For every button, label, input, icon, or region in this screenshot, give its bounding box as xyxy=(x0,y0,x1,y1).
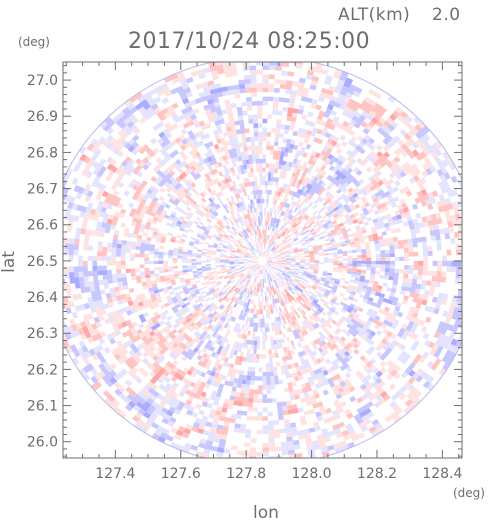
negative-echo-cells xyxy=(63,62,462,455)
x-tick-label: 128.4 xyxy=(422,466,462,482)
x-tick-label: 127.6 xyxy=(161,466,201,482)
y-tick-label: 26.0 xyxy=(27,435,58,451)
x-axis-label: lon xyxy=(253,503,279,521)
tick-labels: 127.4 127.6 127.8 128.0 128.2 128.4 26.0 26.1 26… xyxy=(27,73,463,482)
x-tick-label: 127.8 xyxy=(226,466,266,482)
y-tick-label: 26.6 xyxy=(27,218,58,234)
y-tick-label: 26.2 xyxy=(27,362,58,378)
y-tick-label: 27.0 xyxy=(27,73,58,89)
positive-echo-cells xyxy=(63,62,461,458)
y-tick-label: 26.3 xyxy=(27,326,58,342)
y-tick-label: 26.4 xyxy=(27,290,58,306)
y-tick-label: 26.1 xyxy=(27,399,58,415)
x-unit-label: (deg) xyxy=(453,486,485,500)
negative-echo-cells xyxy=(63,62,462,458)
y-axis-label: lat xyxy=(0,251,19,273)
altitude-value: 2.0 xyxy=(432,5,461,25)
radar-echo-field xyxy=(63,62,462,458)
x-tick-label: 127.4 xyxy=(95,466,135,482)
altitude-label: ALT(km) xyxy=(338,5,410,25)
y-tick-label: 26.5 xyxy=(27,254,58,270)
y-tick-label: 26.7 xyxy=(27,182,58,198)
y-unit-label: (deg) xyxy=(18,35,50,49)
axis-ticks xyxy=(63,62,462,458)
x-tick-label: 128.2 xyxy=(357,466,397,482)
y-tick-label: 26.8 xyxy=(27,145,58,161)
chart-title: 2017/10/24 08:25:00 xyxy=(128,29,370,54)
y-tick-label: 26.9 xyxy=(27,109,58,125)
x-tick-label: 128.0 xyxy=(292,466,332,482)
